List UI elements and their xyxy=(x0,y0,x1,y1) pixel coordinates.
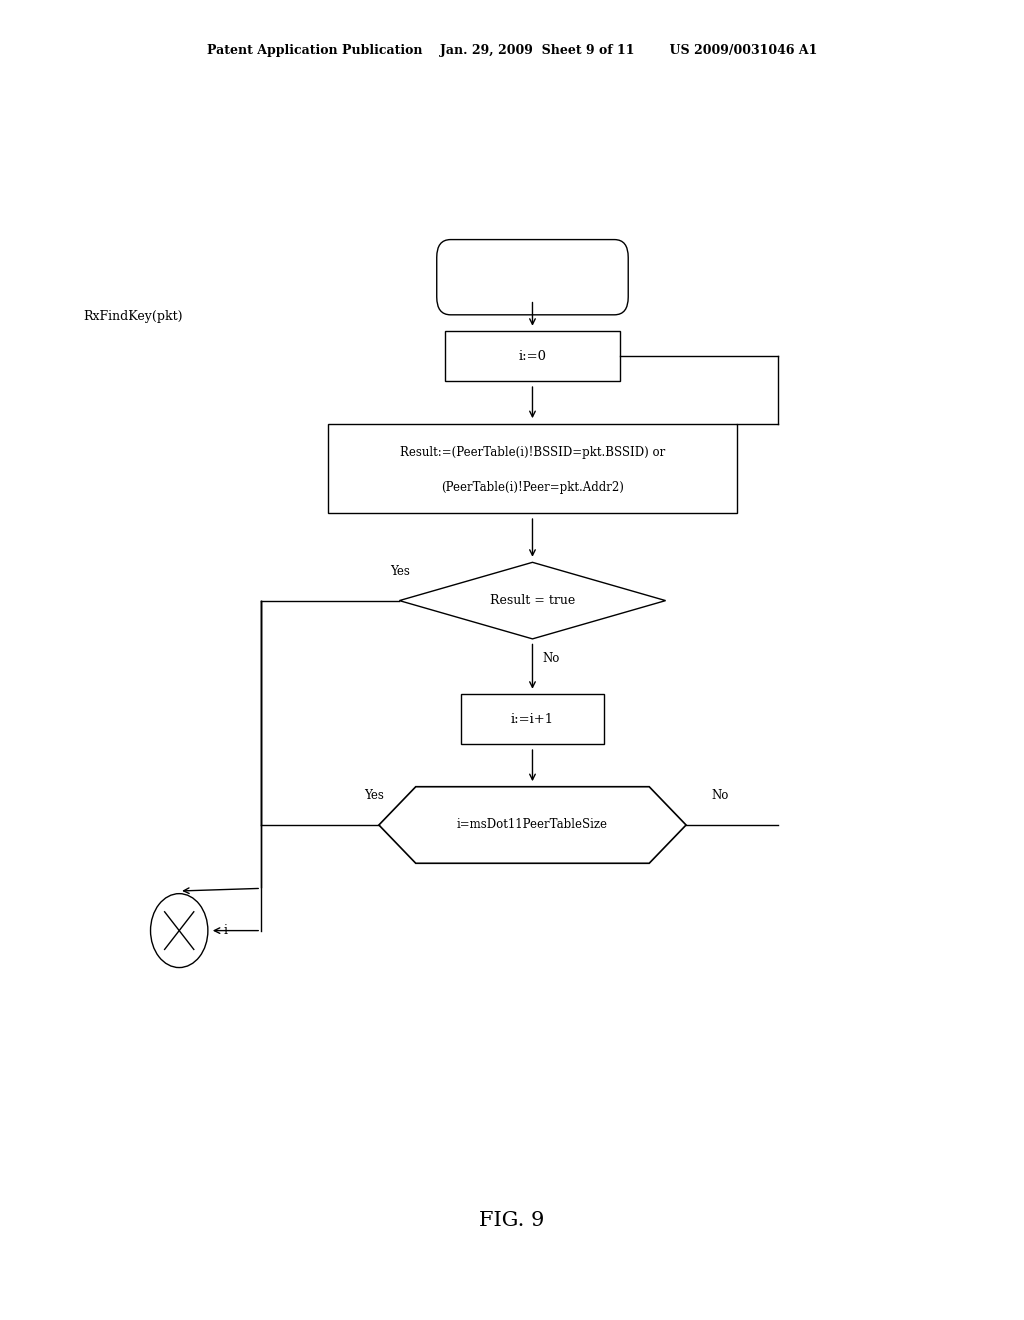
Text: (PeerTable(i)!Peer=pkt.Addr2): (PeerTable(i)!Peer=pkt.Addr2) xyxy=(441,480,624,494)
Text: Result = true: Result = true xyxy=(489,594,575,607)
Text: i:=i+1: i:=i+1 xyxy=(511,713,554,726)
Text: i:=0: i:=0 xyxy=(518,350,547,363)
Text: No: No xyxy=(712,789,729,803)
Text: FIG. 9: FIG. 9 xyxy=(479,1212,545,1230)
Text: Result:=(PeerTable(i)!BSSID=pkt.BSSID) or: Result:=(PeerTable(i)!BSSID=pkt.BSSID) o… xyxy=(399,446,666,459)
Bar xyxy=(445,331,620,381)
Text: i: i xyxy=(223,924,227,937)
Polygon shape xyxy=(379,787,686,863)
Bar xyxy=(328,424,737,513)
Text: RxFindKey(pkt): RxFindKey(pkt) xyxy=(83,310,183,323)
Text: Yes: Yes xyxy=(365,789,384,803)
Bar xyxy=(461,694,604,744)
Text: i=msDot11PeerTableSize: i=msDot11PeerTableSize xyxy=(457,818,608,832)
Circle shape xyxy=(151,894,208,968)
Polygon shape xyxy=(399,562,666,639)
Text: Patent Application Publication    Jan. 29, 2009  Sheet 9 of 11        US 2009/00: Patent Application Publication Jan. 29, … xyxy=(207,44,817,57)
FancyBboxPatch shape xyxy=(436,240,628,314)
Text: No: No xyxy=(543,652,559,665)
Text: Yes: Yes xyxy=(390,565,410,578)
